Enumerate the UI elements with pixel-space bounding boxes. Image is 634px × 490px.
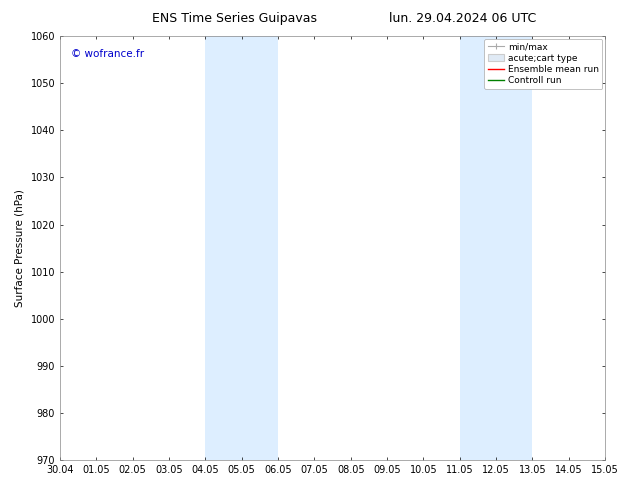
Text: lun. 29.04.2024 06 UTC: lun. 29.04.2024 06 UTC	[389, 12, 536, 25]
Bar	[205, 36, 278, 460]
Text: © wofrance.fr: © wofrance.fr	[71, 49, 144, 59]
Text: ENS Time Series Guipavas: ENS Time Series Guipavas	[152, 12, 317, 25]
Bar	[460, 36, 533, 460]
Legend: min/max, acute;cart type, Ensemble mean run, Controll run: min/max, acute;cart type, Ensemble mean …	[484, 39, 602, 89]
Y-axis label: Surface Pressure (hPa): Surface Pressure (hPa)	[15, 189, 25, 307]
